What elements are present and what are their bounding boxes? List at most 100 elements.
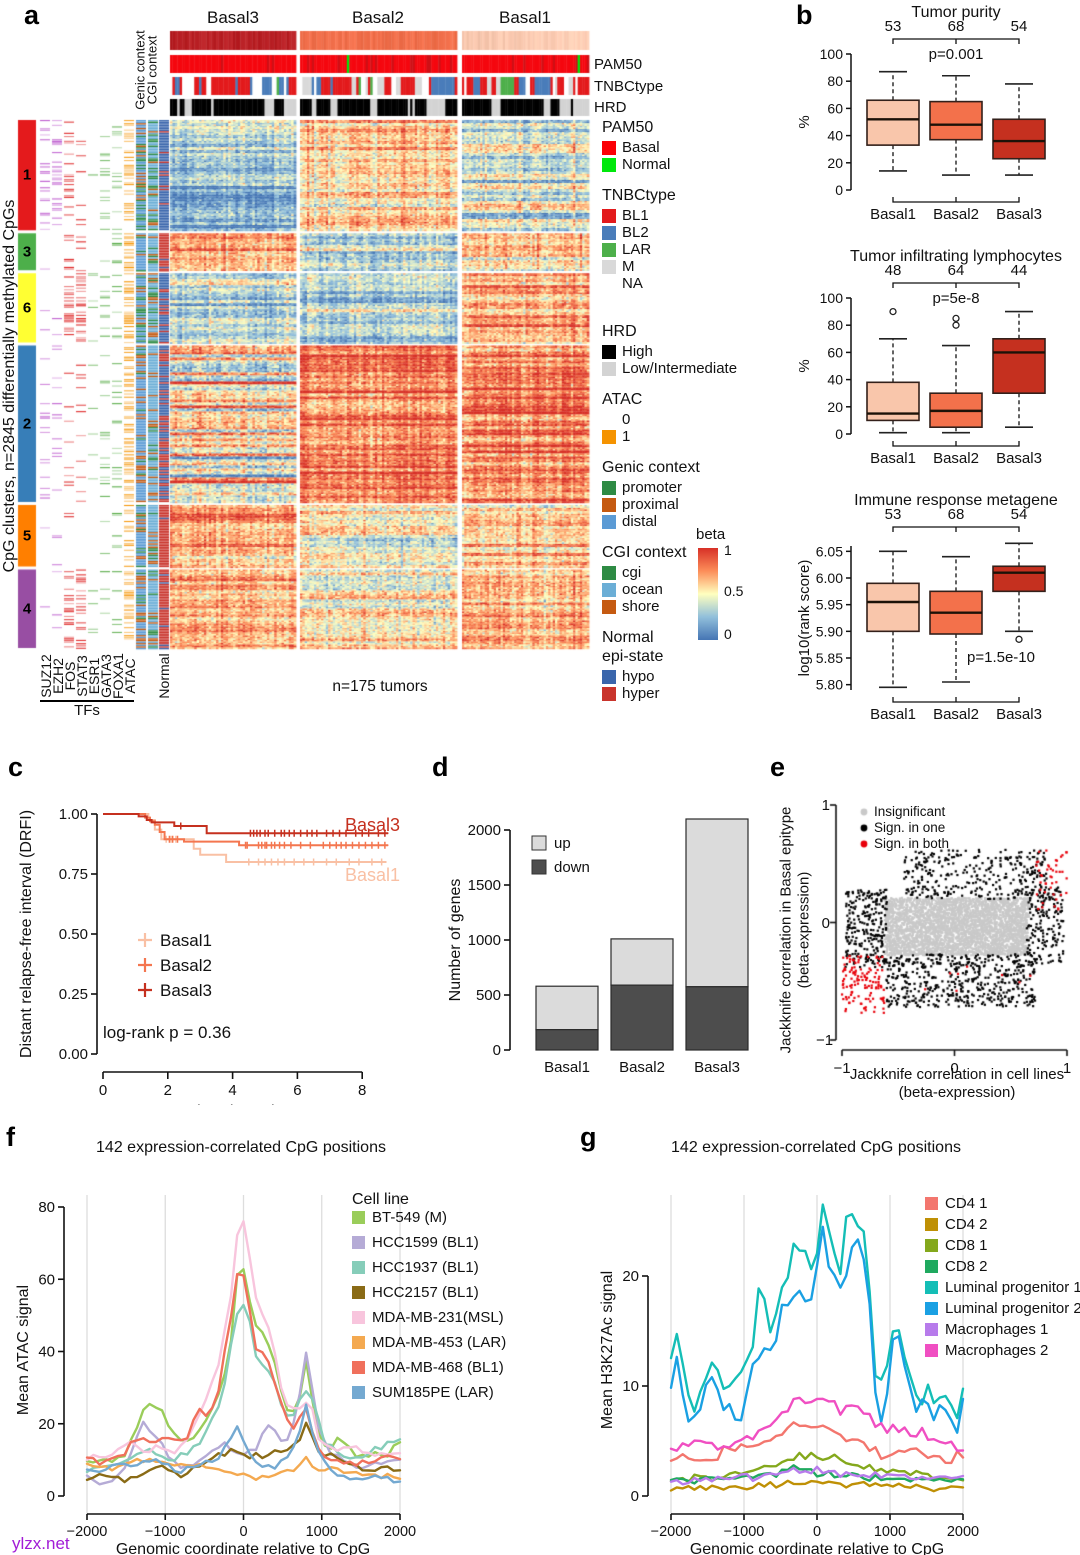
n-label: 44 [1011,262,1028,279]
p-value-label: p=0.001 [929,46,984,63]
y-tick-label: 5.90 [816,623,843,639]
censor-mark [326,841,334,849]
legend-label: CD8 1 [945,1237,988,1254]
n-label: 54 [1011,506,1028,523]
censor-mark [174,835,182,843]
legend-section-4: Genic context promoter proximal distal [602,458,802,530]
censor-mark [319,841,327,849]
legend-swatch [602,669,616,684]
y-tick-label: 0.50 [59,926,88,943]
y-tick-label: 5.80 [816,677,843,693]
legend-swatch [352,1336,365,1349]
legend-item-label: cgi [622,564,642,581]
censor-mark [332,858,340,866]
legend-swatch [602,140,616,155]
legend-item-label: Basal [622,139,660,156]
legend-swatch [602,208,616,223]
panel-letter-g: g [580,1122,597,1152]
legend-swatch [602,514,616,529]
legend-label: Basal2 [160,956,212,975]
box-title: Tumor purity [911,4,1000,21]
legend-item-label: proximal [622,496,679,513]
group-label: Basal1 [870,450,916,467]
signal-curve-mda-mb-231-msl- [85,1220,402,1462]
legend-label: HCC1599 (BL1) [372,1234,479,1251]
n-label: 48 [885,262,902,279]
y-tick-label: 10 [622,1378,639,1395]
jackknife-scatter-plot [772,750,1080,1110]
n-label: 68 [948,18,965,35]
whisker-cap [1005,310,1033,428]
legend-swatch-down [531,859,547,875]
censor-mark [336,829,344,837]
chart-title: 142 expression-correlated CpG positions [96,1139,386,1156]
legend-item-proximal: proximal [602,496,802,513]
whisker-cap [1005,542,1033,633]
legend-item-basal: Basal [602,139,802,156]
legend-item-low-intermediate: Low/Intermediate [602,360,802,377]
boxplot-tumor-purity: Tumor purity 53 68 54 p=0.001 0 20 40 60 80 100% Ba… [796,4,1046,223]
legend-swatch [352,1286,365,1299]
y-axis-label: Number of genes [447,879,464,1002]
cluster-label-5: 5 [22,527,32,545]
legend-swatch [925,1344,938,1357]
whisker-cap [942,555,970,683]
signal-curve-macrophages-2 [669,1396,965,1452]
x-axis-label: Genomic coordinate relative to CpG [116,1541,370,1555]
legend-swatch [602,361,616,376]
censor-mark [342,841,350,849]
legend-item-ocean: ocean [602,581,802,598]
legend-item-label: BL1 [622,207,649,224]
y-tick-label: 80 [38,1199,55,1216]
legend-item-label: LAR [622,241,652,258]
legend-swatch [352,1311,365,1324]
panel-letter-b: b [796,0,813,30]
legend-section-0: PAM50 Basal Normal [602,118,802,173]
legend-swatch [602,686,616,701]
scatter-y-tick-label: −1 [816,1032,834,1049]
scatter-y-axis-label-line2: (beta-expression) [795,871,813,989]
x-tick-label: −1000 [145,1524,186,1540]
legend-item-na: NA [602,275,802,292]
kaplan-meier-plot: 0.00 0.25 0.50 0.75 1.00 Distant relapse-free… [18,806,400,1105]
legend-swatch [925,1239,938,1252]
y-tick-label: 60 [827,344,843,360]
y-tick-label: 6.05 [816,543,843,559]
group-label: Basal1 [870,206,916,223]
legend-label: Luminal progenitor 1 [945,1279,1080,1296]
legend-swatch [602,413,616,427]
legend-label: Luminal progenitor 2 [945,1300,1080,1317]
scatter-x-tick-label: −1 [833,1060,851,1077]
y-tick-label: 5.95 [816,597,843,613]
legend-item-label: 1 [622,428,631,445]
legend-item-bl1: BL1 [602,207,802,224]
epitype-label-basal3: Basal3 [207,8,259,27]
legend-item-label: distal [622,513,658,530]
legend-item-label: promoter [622,479,683,496]
n-label: 53 [885,506,902,523]
censor-mark [255,858,263,866]
legend-item-label: Normal [622,156,671,173]
y-tick-label: 1000 [468,932,501,949]
legend-section-5: CGI context cgi ocean shore [602,543,802,615]
bar-label: Basal2 [619,1059,665,1076]
cluster-label-4: 4 [22,600,32,618]
x-tick-label: 0 [99,1082,107,1099]
censor-mark [342,829,350,837]
y-tick-label: 60 [38,1271,55,1288]
scatter-x-axis-label-line1: Jackknife correlation in cell lines [849,1066,1065,1083]
group-label: Basal2 [933,706,979,723]
scatter-legend-label-1: Insignificant [874,804,946,819]
legend-swatch [352,1386,365,1399]
censor-mark [345,858,353,866]
outlier-point [952,321,960,329]
group-bracket [892,697,1020,703]
y-tick-label: 20 [38,1416,55,1433]
x-tick-label: 0 [813,1524,821,1540]
beta-colorbar [698,548,718,640]
legend-label: MDA-MB-468 (BL1) [372,1359,504,1376]
censor-mark [313,829,321,837]
censor-mark [368,858,376,866]
